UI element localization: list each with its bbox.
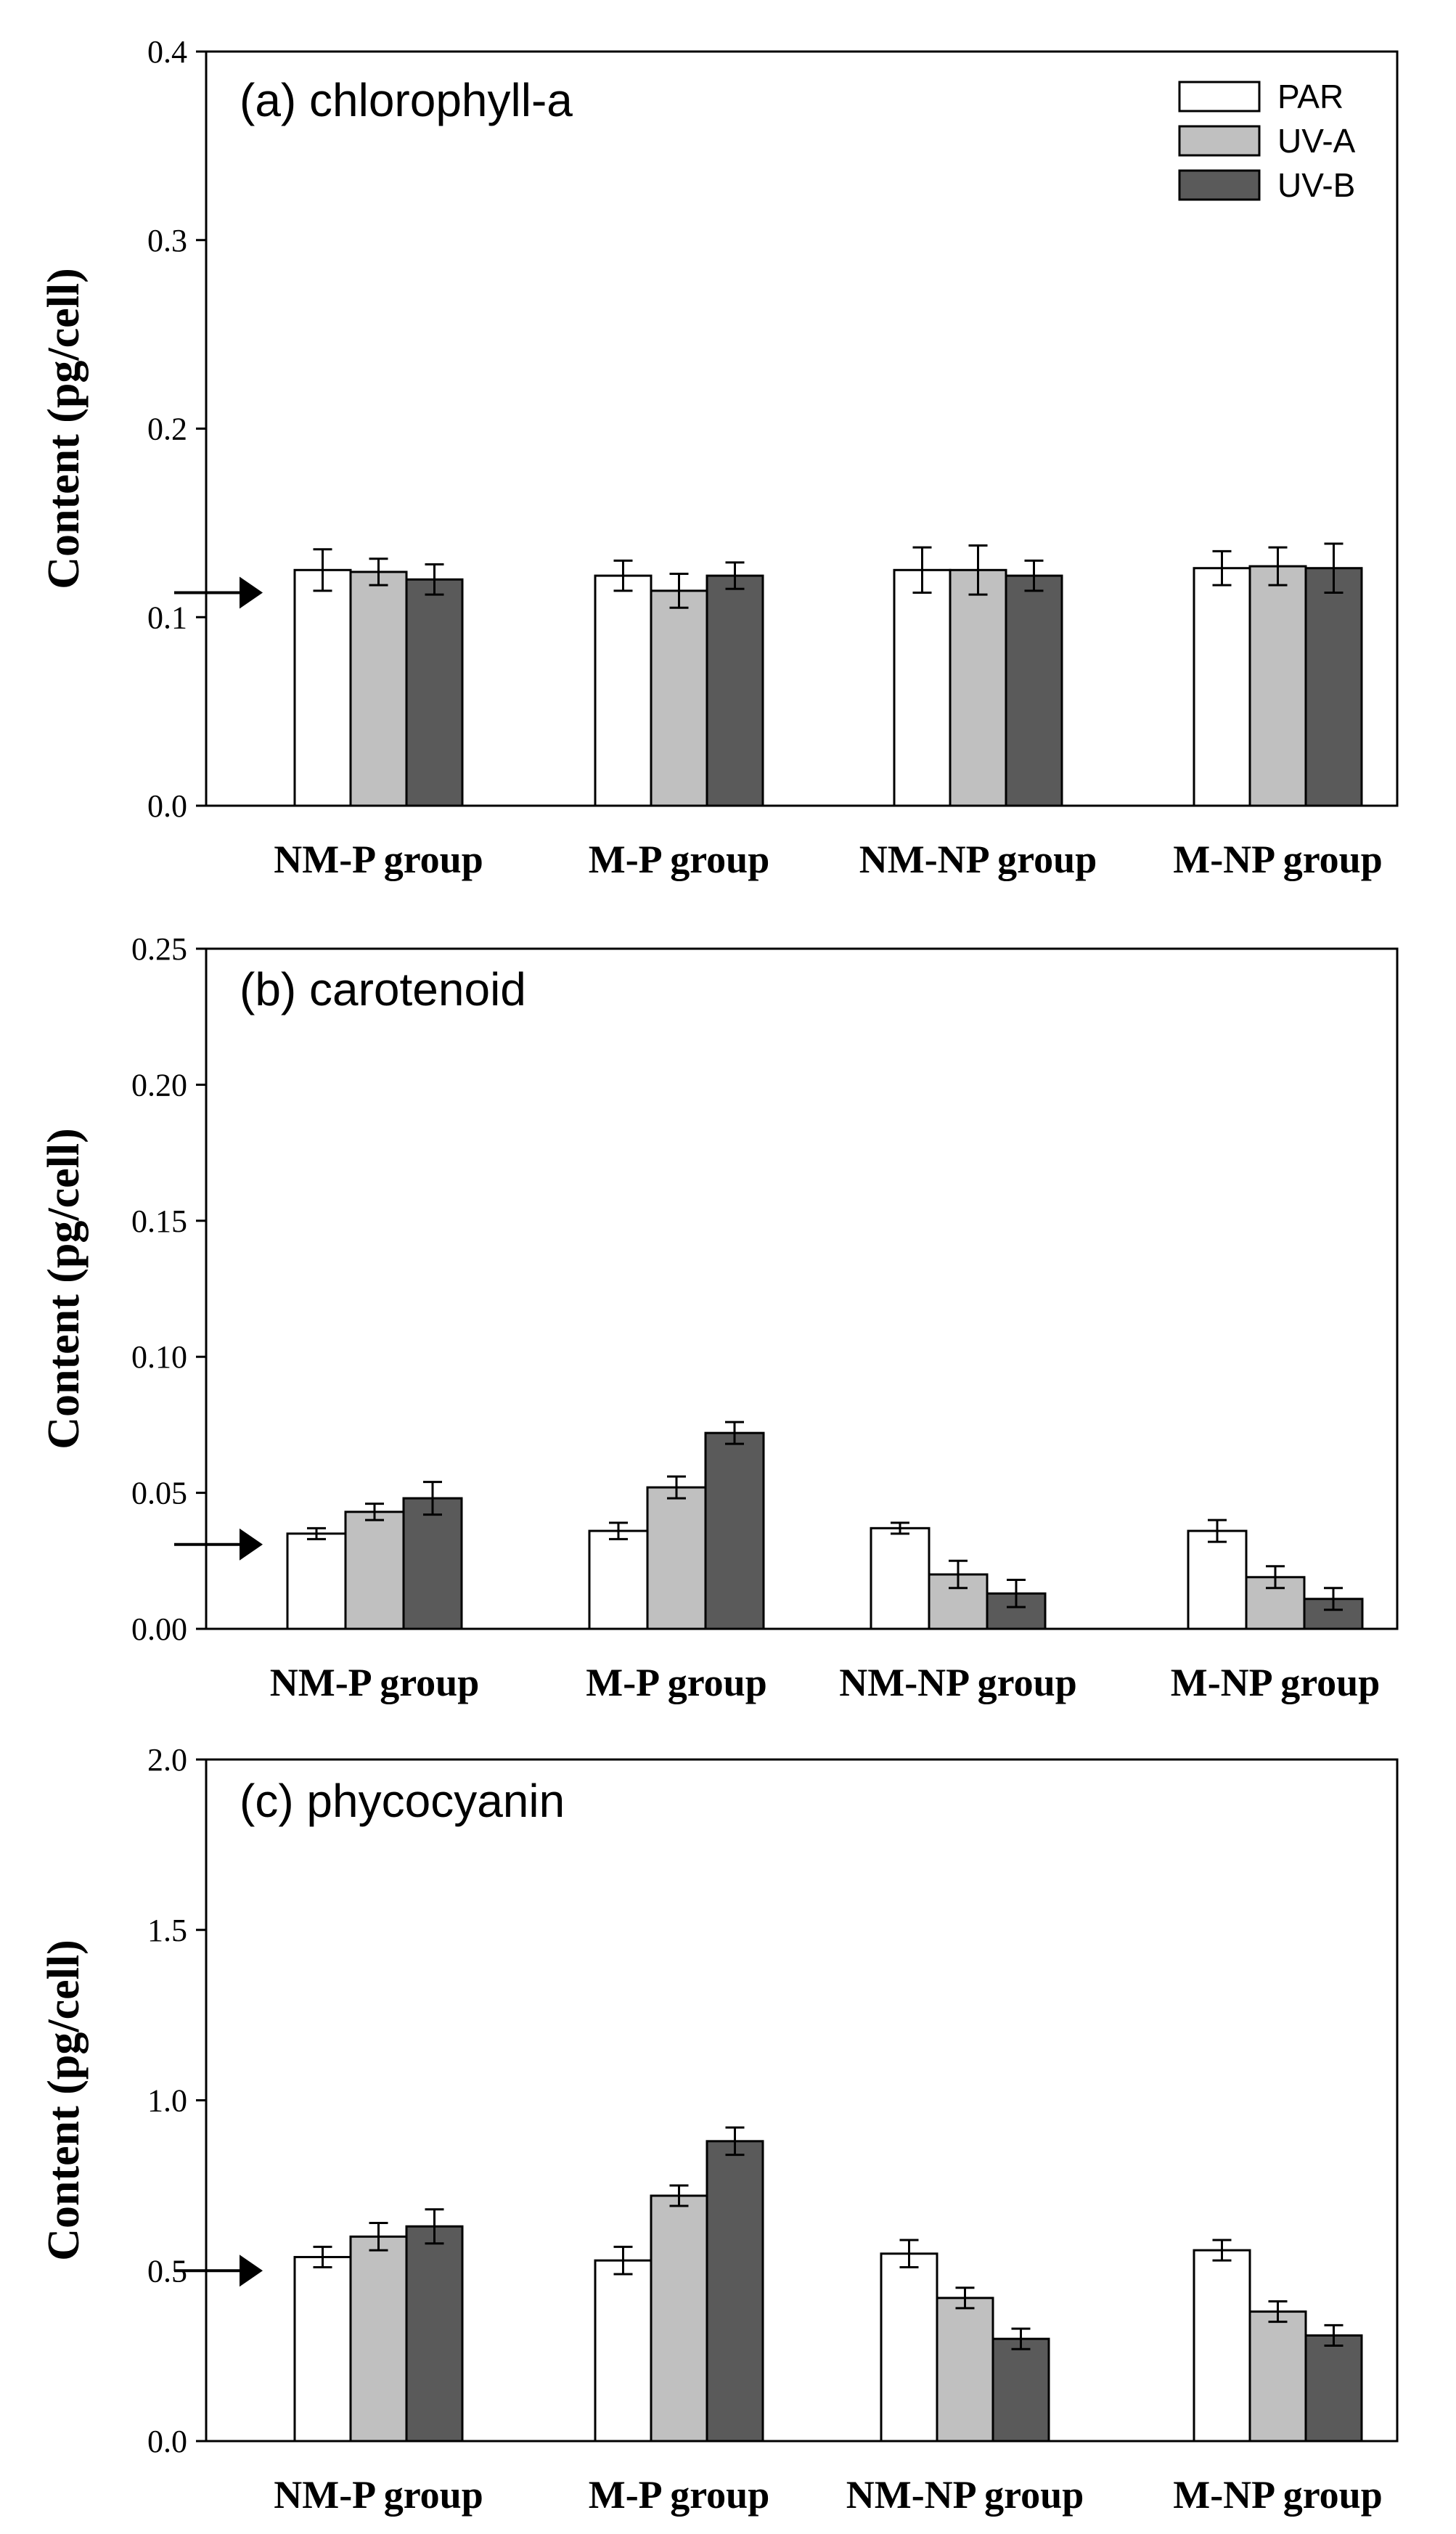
x-category-label: NM-NP group	[839, 1661, 1077, 1704]
bar-par-4	[1193, 567, 1251, 807]
y-tick-label: 0.0	[147, 788, 187, 824]
plot-frame	[205, 947, 1399, 1630]
bar-uv-b-3	[1005, 574, 1063, 807]
panel-1: 0.0 0.1 0.2 0.3 0.4 Content (pg/cell) (a) chlo…	[39, 34, 1399, 881]
bar-uv-a-4	[1248, 2310, 1307, 2443]
y-tick-label: 0.1	[147, 600, 187, 635]
reference-arrow-head	[240, 576, 263, 609]
x-category-label: NM-P group	[274, 838, 483, 881]
bar-uv-a-1	[349, 571, 408, 807]
y-axis-label: Content (pg/cell)	[39, 1940, 89, 2261]
bar-uv-b-2	[704, 1431, 765, 1630]
y-tick-label: 0.05	[131, 1476, 187, 1511]
bar-uv-b-2	[705, 2140, 764, 2443]
y-tick-label: 0.4	[147, 34, 187, 70]
y-tick-label: 0.3	[147, 223, 187, 258]
y-tick-label: 0.00	[131, 1611, 187, 1647]
bar-uv-b-1	[402, 1497, 463, 1630]
legend-swatch-uv-a	[1178, 125, 1261, 157]
bar-par-2	[588, 1529, 649, 1630]
y-tick-label: 0.15	[131, 1203, 187, 1239]
y-tick-label: 0.10	[131, 1339, 187, 1375]
x-category-label: M-P group	[589, 2473, 770, 2517]
x-category-label: M-NP group	[1173, 2473, 1383, 2517]
bar-par-1	[286, 1532, 347, 1630]
x-category-label: NM-NP group	[846, 2473, 1084, 2517]
panel-title: (a) chlorophyll-a	[240, 74, 573, 126]
y-tick-label: 0.2	[147, 412, 187, 447]
y-axis-label: Content (pg/cell)	[39, 1128, 89, 1450]
bar-par-2	[594, 2259, 653, 2443]
bar-par-3	[880, 2252, 938, 2443]
bar-uv-a-1	[344, 1511, 405, 1630]
bar-uv-a-1	[349, 2235, 408, 2443]
legend-label-uv-a: UV-A	[1277, 122, 1356, 160]
legend-label-uv-b: UV-B	[1277, 166, 1355, 204]
legend-label-par: PAR	[1277, 78, 1343, 115]
x-category-label: NM-NP group	[859, 838, 1097, 881]
bar-par-4	[1187, 1529, 1248, 1630]
reference-arrow-head	[240, 2255, 263, 2287]
bar-uv-a-3	[936, 2297, 994, 2443]
legend: PAR UV-A UV-B	[1178, 78, 1356, 204]
y-tick-label: 0.20	[131, 1067, 187, 1103]
bar-uv-b-4	[1304, 2334, 1363, 2443]
y-tick-label: 0.0	[147, 2424, 187, 2459]
bar-par-2	[594, 574, 653, 807]
x-category-label: M-NP group	[1171, 1661, 1381, 1704]
legend-swatch-uv-b	[1178, 169, 1261, 201]
bar-uv-b-2	[705, 574, 764, 807]
panel-2: 0.00 0.05 0.10 0.15 0.20 0.25 Content (pg/cell…	[39, 931, 1399, 1704]
bar-uv-a-2	[646, 1486, 707, 1630]
bar-uv-a-2	[650, 2194, 708, 2443]
bar-uv-b-1	[405, 578, 464, 807]
panel-title: (c) phycocyanin	[240, 1775, 565, 1827]
y-tick-label: 1.5	[147, 1913, 187, 1948]
bar-uv-a-2	[650, 589, 708, 807]
bar-uv-b-4	[1304, 567, 1363, 807]
y-tick-label: 2.0	[147, 1742, 187, 1778]
bar-uv-b-3	[991, 2337, 1050, 2443]
y-axis-label: Content (pg/cell)	[39, 268, 89, 589]
x-category-label: NM-P group	[270, 1661, 480, 1704]
x-category-label: M-P group	[589, 838, 770, 881]
y-tick-label: 1.0	[147, 2083, 187, 2119]
bar-uv-b-1	[405, 2225, 464, 2443]
bar-par-1	[293, 568, 352, 807]
bar-uv-a-3	[949, 568, 1007, 807]
bar-par-3	[893, 568, 952, 807]
bar-par-1	[293, 2255, 352, 2443]
bar-par-3	[870, 1526, 931, 1630]
x-category-label: M-P group	[586, 1661, 767, 1704]
legend-swatch-par	[1178, 81, 1261, 113]
x-category-label: NM-P group	[274, 2473, 483, 2517]
x-category-label: M-NP group	[1173, 838, 1383, 881]
bar-par-4	[1193, 2249, 1251, 2443]
bar-uv-a-4	[1248, 565, 1307, 807]
panel-title: (b) carotenoid	[240, 963, 526, 1015]
reference-arrow-head	[240, 1528, 263, 1561]
y-tick-label: 0.25	[131, 931, 187, 967]
